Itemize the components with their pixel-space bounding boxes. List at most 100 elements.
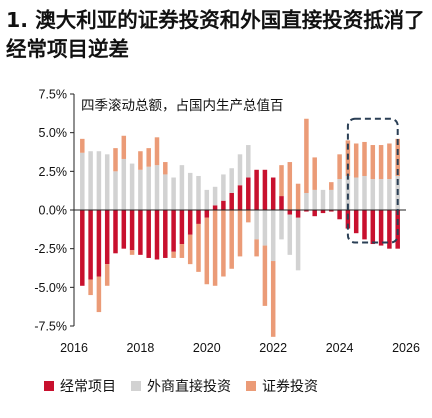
bar-fdi-28 [312,189,317,210]
legend-item-fdi[interactable]: 外商直接投资 [131,376,231,396]
bar-fdi-12 [179,165,185,210]
y-tick-label-2: 2.5% [39,165,68,179]
bar-fdi-16 [212,186,218,206]
bar-current-account-30 [329,210,334,212]
bar-portfolio-23 [270,261,276,337]
bar-current-account-7 [138,210,143,255]
legend-item-portfolio[interactable]: 证券投资 [246,376,318,396]
bar-portfolio-14 [196,223,201,272]
bar-fdi-1 [88,151,93,210]
bar-fdi-6 [129,163,135,210]
bar-current-account-23 [270,177,276,210]
bar-portfolio-35 [370,145,376,180]
bar-portfolio-28 [312,157,317,190]
bar-current-account-5 [121,210,127,249]
bar-portfolio-18 [229,210,234,269]
bar-portfolio-2 [96,276,102,313]
x-tick-label-4: 2024 [326,341,354,355]
bar-fdi-13 [187,172,193,210]
x-tick-label-0: 2016 [60,341,88,355]
bar-fdi-26 [295,217,301,271]
bar-portfolio-22 [262,245,268,306]
bar-fdi-24 [279,210,284,240]
bar-current-account-27 [304,210,309,212]
bar-fdi-8 [146,166,151,210]
bar-current-account-1 [88,210,93,280]
bar-current-account-3 [104,210,110,265]
bar-fdi-30 [329,189,334,210]
bar-current-account-26 [295,210,301,218]
x-tick-label-2: 2020 [193,341,221,355]
bar-fdi-3 [104,154,110,210]
bar-fdi-17 [221,174,226,201]
legend-label-fdi: 外商直接投资 [147,379,231,395]
bar-portfolio-31 [337,154,342,180]
bar-fdi-27 [304,192,309,210]
bar-portfolio-4 [113,148,118,172]
bar-current-account-16 [212,205,218,210]
bar-fdi-29 [320,189,326,210]
bar-fdi-33 [353,177,359,210]
bar-current-account-28 [312,210,317,217]
bar-current-account-20 [246,177,251,210]
bar-fdi-21 [254,210,259,240]
bar-fdi-19 [237,154,243,186]
bar-current-account-17 [221,200,226,210]
bar-current-account-9 [154,210,160,260]
bar-portfolio-20 [246,210,251,223]
bar-portfolio-24 [279,165,284,197]
bar-current-account-4 [113,210,118,254]
bar-portfolio-21 [254,239,259,257]
bar-fdi-0 [80,152,85,210]
legend-swatch-fdi [131,381,141,391]
bar-fdi-23 [270,210,276,262]
bar-portfolio-9 [154,137,160,166]
bar-current-account-2 [96,210,102,277]
bar-fdi-2 [96,151,102,210]
y-tick-label-3: 0.0% [39,204,68,218]
highlight-box [346,117,399,244]
bar-fdi-4 [113,171,118,210]
bar-fdi-22 [262,210,268,246]
bar-portfolio-30 [329,182,334,190]
bar-fdi-36 [378,179,384,210]
bar-current-account-22 [262,169,268,210]
y-tick-label-0: 7.5% [39,88,68,102]
bar-current-account-25 [287,210,293,215]
bar-current-account-36 [378,210,384,246]
bar-portfolio-10 [163,162,168,175]
bar-fdi-14 [196,175,201,210]
bar-fdi-34 [362,175,367,210]
bar-current-account-37 [387,210,392,249]
legend-label-portfolio: 证券投资 [262,379,318,395]
bar-portfolio-5 [121,135,127,159]
bar-portfolio-7 [138,151,143,170]
legend-item-current-account[interactable]: 经常项目 [44,376,116,396]
chart-legend: 经常项目 外商直接投资 证券投资 [44,376,333,396]
bar-portfolio-1 [88,279,93,296]
bar-fdi-32 [345,175,351,210]
bar-portfolio-8 [146,148,151,167]
bar-portfolio-25 [287,162,293,210]
bar-portfolio-16 [212,210,218,286]
bar-portfolio-33 [353,143,359,178]
bar-current-account-35 [370,210,376,245]
bar-fdi-18 [229,168,234,193]
bar-fdi-35 [370,179,376,210]
bar-current-account-11 [171,210,176,252]
chart-annotation: 四季滚动总额，占国内生产总值百 [81,97,284,114]
bar-current-account-13 [187,210,193,235]
bar-current-account-14 [196,210,201,224]
bar-fdi-20 [246,145,251,178]
bar-portfolio-15 [204,217,210,285]
y-tick-label-4: -2.5% [34,242,67,256]
bar-portfolio-3 [104,264,110,286]
bar-current-account-31 [337,210,342,220]
bar-portfolio-12 [179,244,185,258]
bar-current-account-18 [229,192,234,210]
legend-swatch-current-account [44,381,54,391]
bar-fdi-37 [387,179,392,210]
x-tick-label-5: 2026 [392,341,420,355]
bar-fdi-9 [154,165,160,210]
